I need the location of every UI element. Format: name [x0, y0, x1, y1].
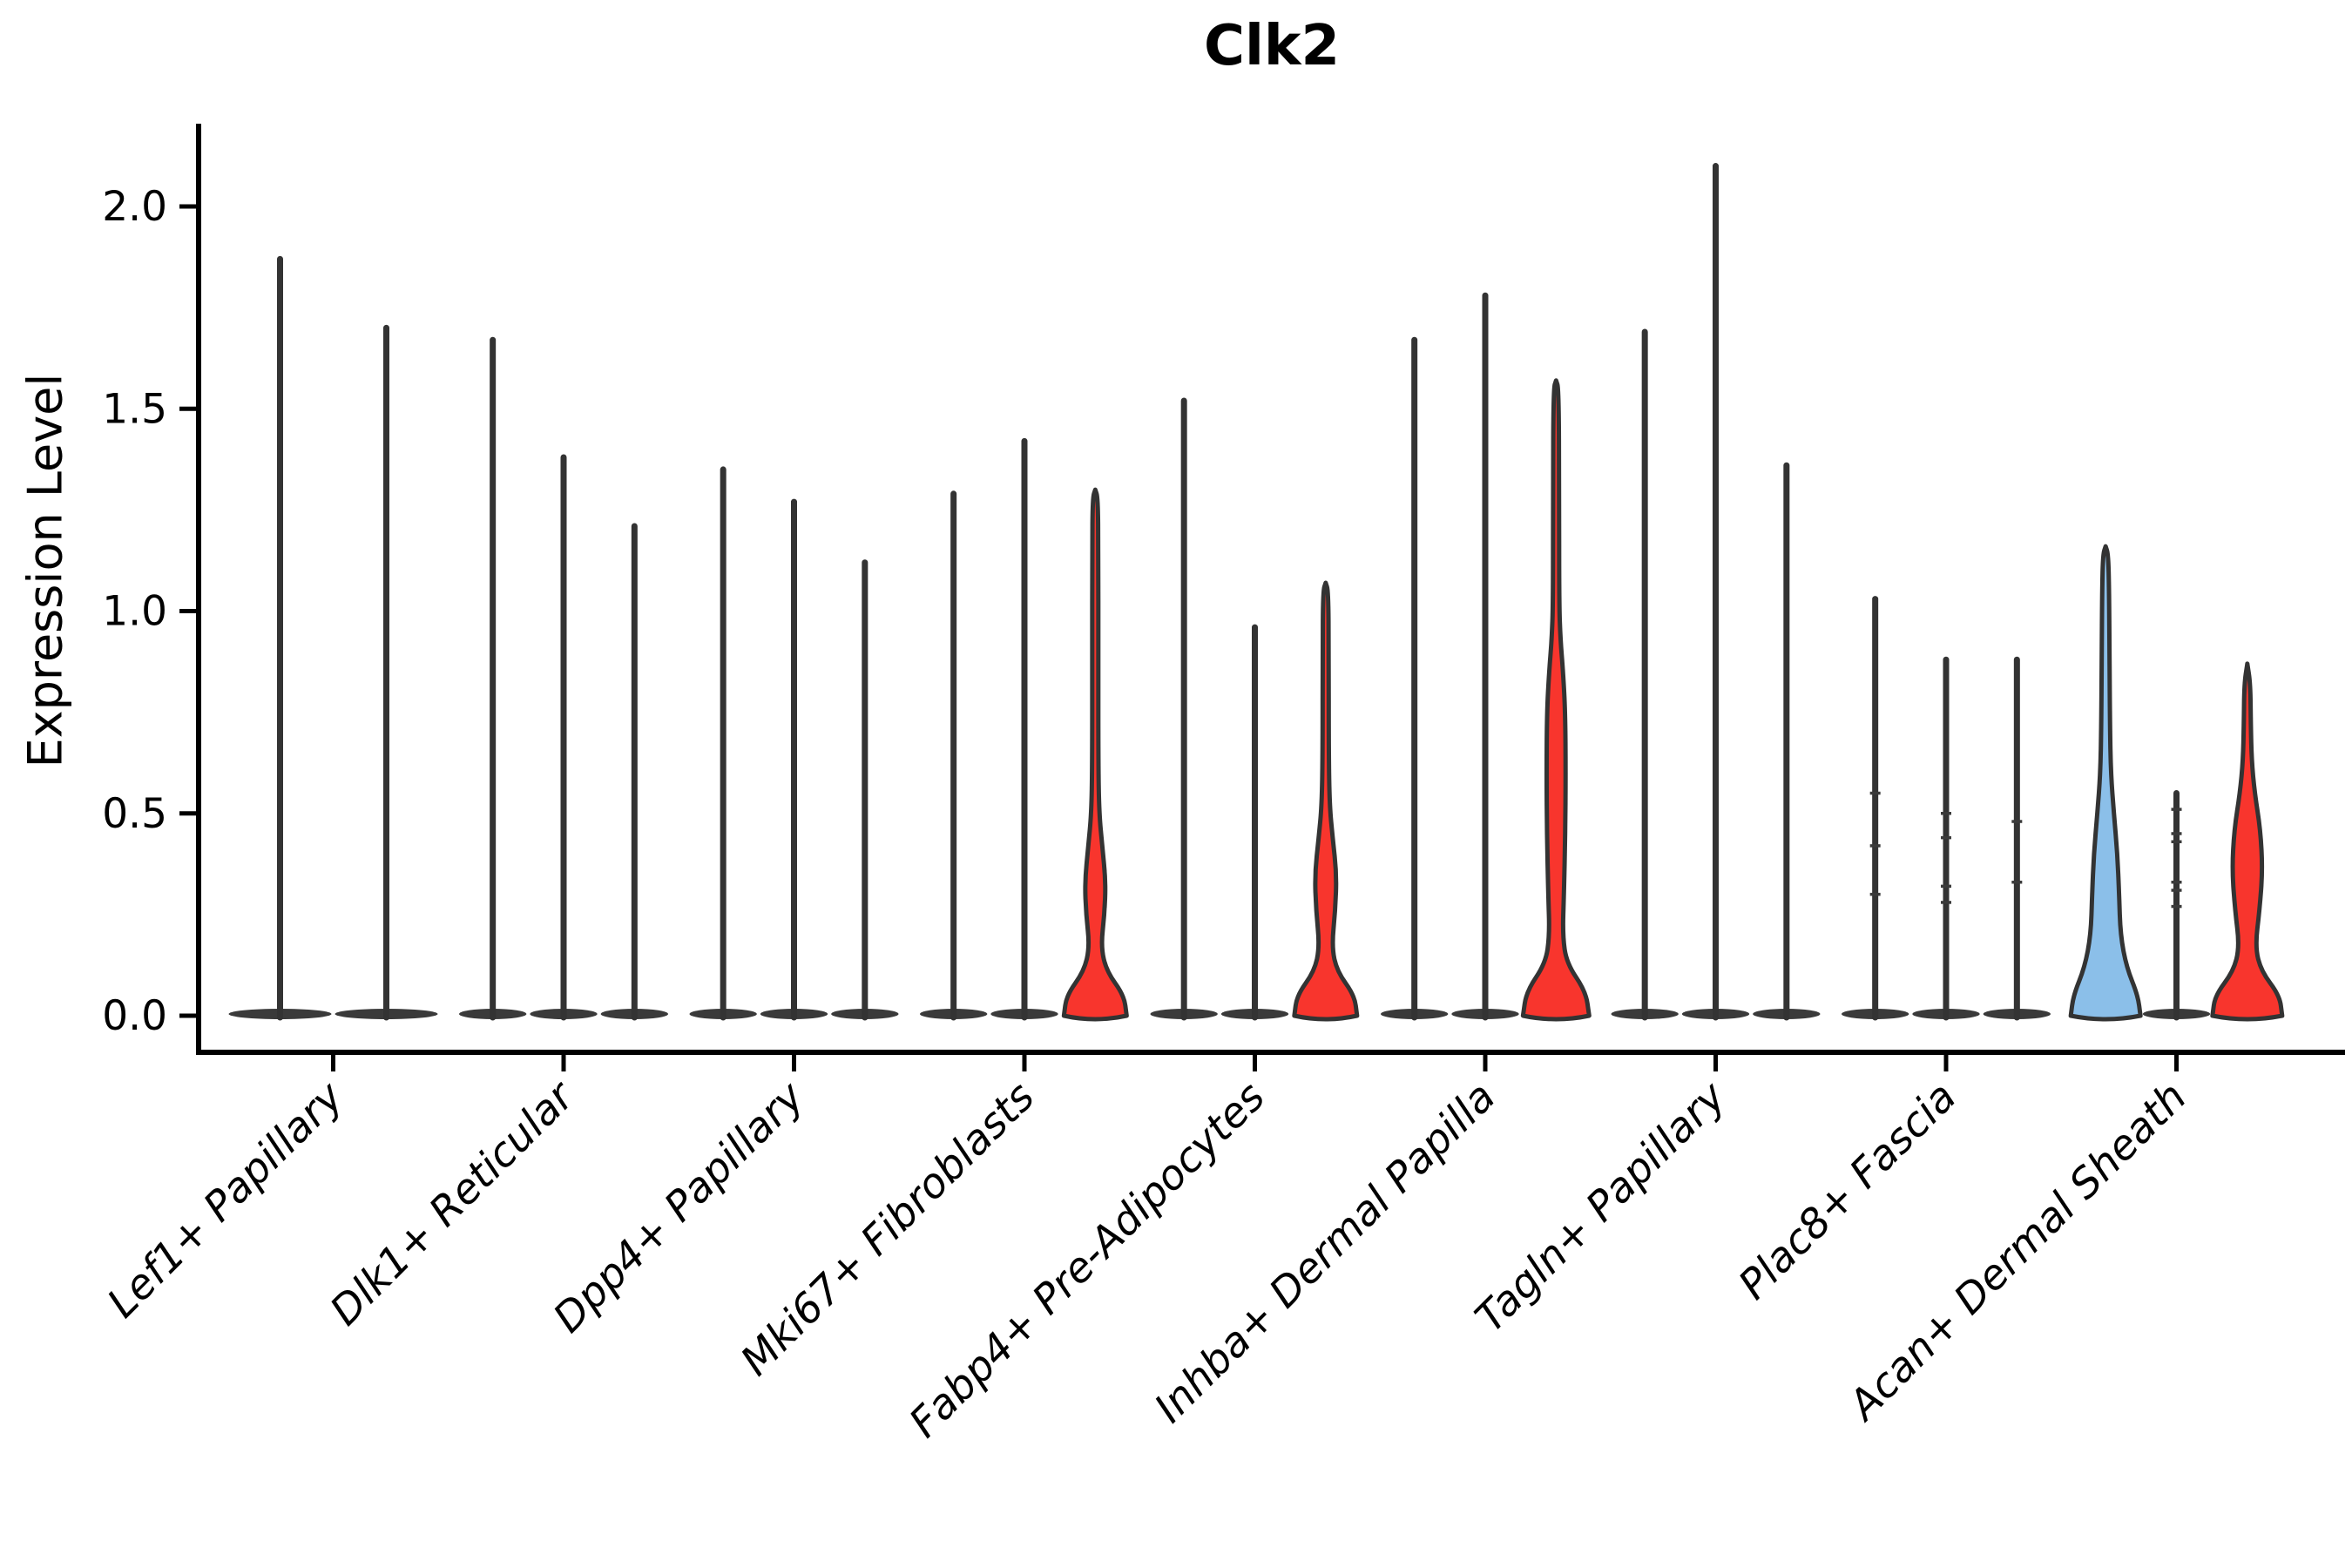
x-tick-label-dlk1-reticular: Dlk1+ Reticular: [321, 1071, 585, 1335]
violin-acan-dermal-sheath-1: [2068, 544, 2143, 1022]
axis-spines: [196, 124, 2345, 1055]
x-tick-label-tagln-papillary: Tagln+ Papillary: [1466, 1072, 1736, 1342]
violin-fabp4-pre-adipocytes-3: [1292, 580, 1360, 1022]
y-tick-label: 1.0: [102, 588, 167, 636]
x-tick-label-lef1-papillary: Lef1+ Papillary: [98, 1072, 354, 1328]
chart-title: Clk2: [1204, 14, 1340, 78]
y-tick-label: 0.5: [102, 790, 167, 838]
y-tick-label: 1.5: [102, 385, 167, 433]
y-tick-label: 0.0: [102, 992, 167, 1040]
violin-inhba-dermal-papilla-3: [1520, 378, 1592, 1022]
x-tick-label-dpp4-papillary: Dpp4+ Papillary: [544, 1072, 814, 1342]
violin-acan-dermal-sheath-3: [2210, 661, 2285, 1022]
x-tick-label-plac8-fascia: Plac8+ Fascia: [1729, 1073, 1965, 1309]
y-tick-label: 2.0: [102, 183, 167, 231]
violin-mki67-fibroblasts-3: [1061, 487, 1129, 1022]
